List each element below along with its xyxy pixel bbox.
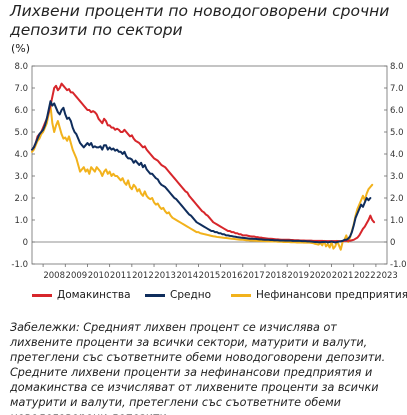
- legend-item-average: Средно: [145, 289, 211, 301]
- unit-label: (%): [11, 42, 31, 55]
- plot-frame: [31, 65, 388, 265]
- y-tick-label-left: 8.0: [14, 62, 28, 72]
- y-tick-label-right: -1.0: [390, 260, 407, 270]
- x-tick-label: 2010: [88, 271, 110, 281]
- legend-swatch-nonfinancial: [231, 293, 251, 297]
- y-tick-label-left: 2.0: [14, 194, 28, 204]
- axes: [31, 65, 388, 267]
- legend-item-nonfinancial: Нефинансови предприятия: [231, 289, 407, 301]
- x-tick-label: 2021: [332, 271, 354, 281]
- line-chart: -1.0 -1.0 0 0 1.0 1.0 2.0 2.0 3.0 3.0 4.0 4.0 5.0 5.0…: [11, 62, 406, 281]
- x-tick-label: 2011: [110, 271, 132, 281]
- y-tick-label-right: 2.0: [390, 194, 404, 204]
- y-tick-label-left: 1.0: [14, 216, 28, 226]
- x-tick-label: 2022: [354, 271, 376, 281]
- series-line-households: [31, 82, 376, 243]
- y-tick-label-right: 1.0: [390, 216, 404, 226]
- y-tick-label-left: 3.0: [14, 172, 28, 182]
- x-tick-label: 2009: [66, 271, 88, 281]
- y-tick-label-right: 3.0: [390, 172, 404, 182]
- x-tick-label: 2012: [132, 271, 154, 281]
- y-tick-label-right: 5.0: [390, 128, 404, 138]
- chart-title: Лихвени проценти по новодоговорени срочн…: [10, 2, 390, 39]
- x-tick-label: 2014: [176, 271, 198, 281]
- x-tick-label: 2015: [199, 271, 221, 281]
- legend-item-households: Домакинства: [32, 289, 131, 301]
- y-tick-label-right: 6.0: [390, 106, 404, 116]
- y-tick-label-left: 7.0: [14, 84, 28, 94]
- legend-swatch-average: [145, 293, 165, 297]
- legend: Домакинства Средно Нефинансови предприят…: [32, 289, 407, 305]
- legend-label-households: Домакинства: [57, 289, 131, 301]
- series-lines: [31, 82, 376, 251]
- y-tick-label-left: 5.0: [14, 128, 28, 138]
- series-line-average: [31, 100, 372, 244]
- x-tick-label: 2013: [154, 271, 176, 281]
- series-line-nonfinancial: [31, 104, 374, 251]
- chart-note: Забележки: Средният лихвен процент се из…: [10, 321, 386, 415]
- y-tick-label-right: 0: [390, 238, 395, 248]
- y-tick-label-left: 4.0: [14, 150, 28, 160]
- y-tick-label-left: 0: [23, 238, 28, 248]
- y-tick-label-left: -1.0: [11, 260, 28, 270]
- x-tick-label: 2008: [43, 271, 65, 281]
- x-tick-label: 2016: [221, 271, 243, 281]
- y-tick-label-right: 4.0: [390, 150, 404, 160]
- legend-swatch-households: [32, 293, 52, 297]
- y-tick-label-left: 6.0: [14, 106, 28, 116]
- legend-label-nonfinancial: Нефинансови предприятия: [256, 289, 407, 301]
- y-tick-label-right: 7.0: [390, 84, 404, 94]
- tick-labels: -1.0 -1.0 0 0 1.0 1.0 2.0 2.0 3.0 3.0 4.0 4.0 5.0 5.0…: [11, 62, 406, 281]
- x-tick-label: 2020: [310, 271, 332, 281]
- y-tick-label-right: 8.0: [390, 62, 404, 72]
- legend-label-average: Средно: [170, 289, 212, 301]
- x-tick-label: 2017: [243, 271, 265, 281]
- x-tick-label: 2019: [287, 271, 309, 281]
- x-tick-label: 2018: [265, 271, 287, 281]
- x-tick-label: 2023: [376, 271, 398, 281]
